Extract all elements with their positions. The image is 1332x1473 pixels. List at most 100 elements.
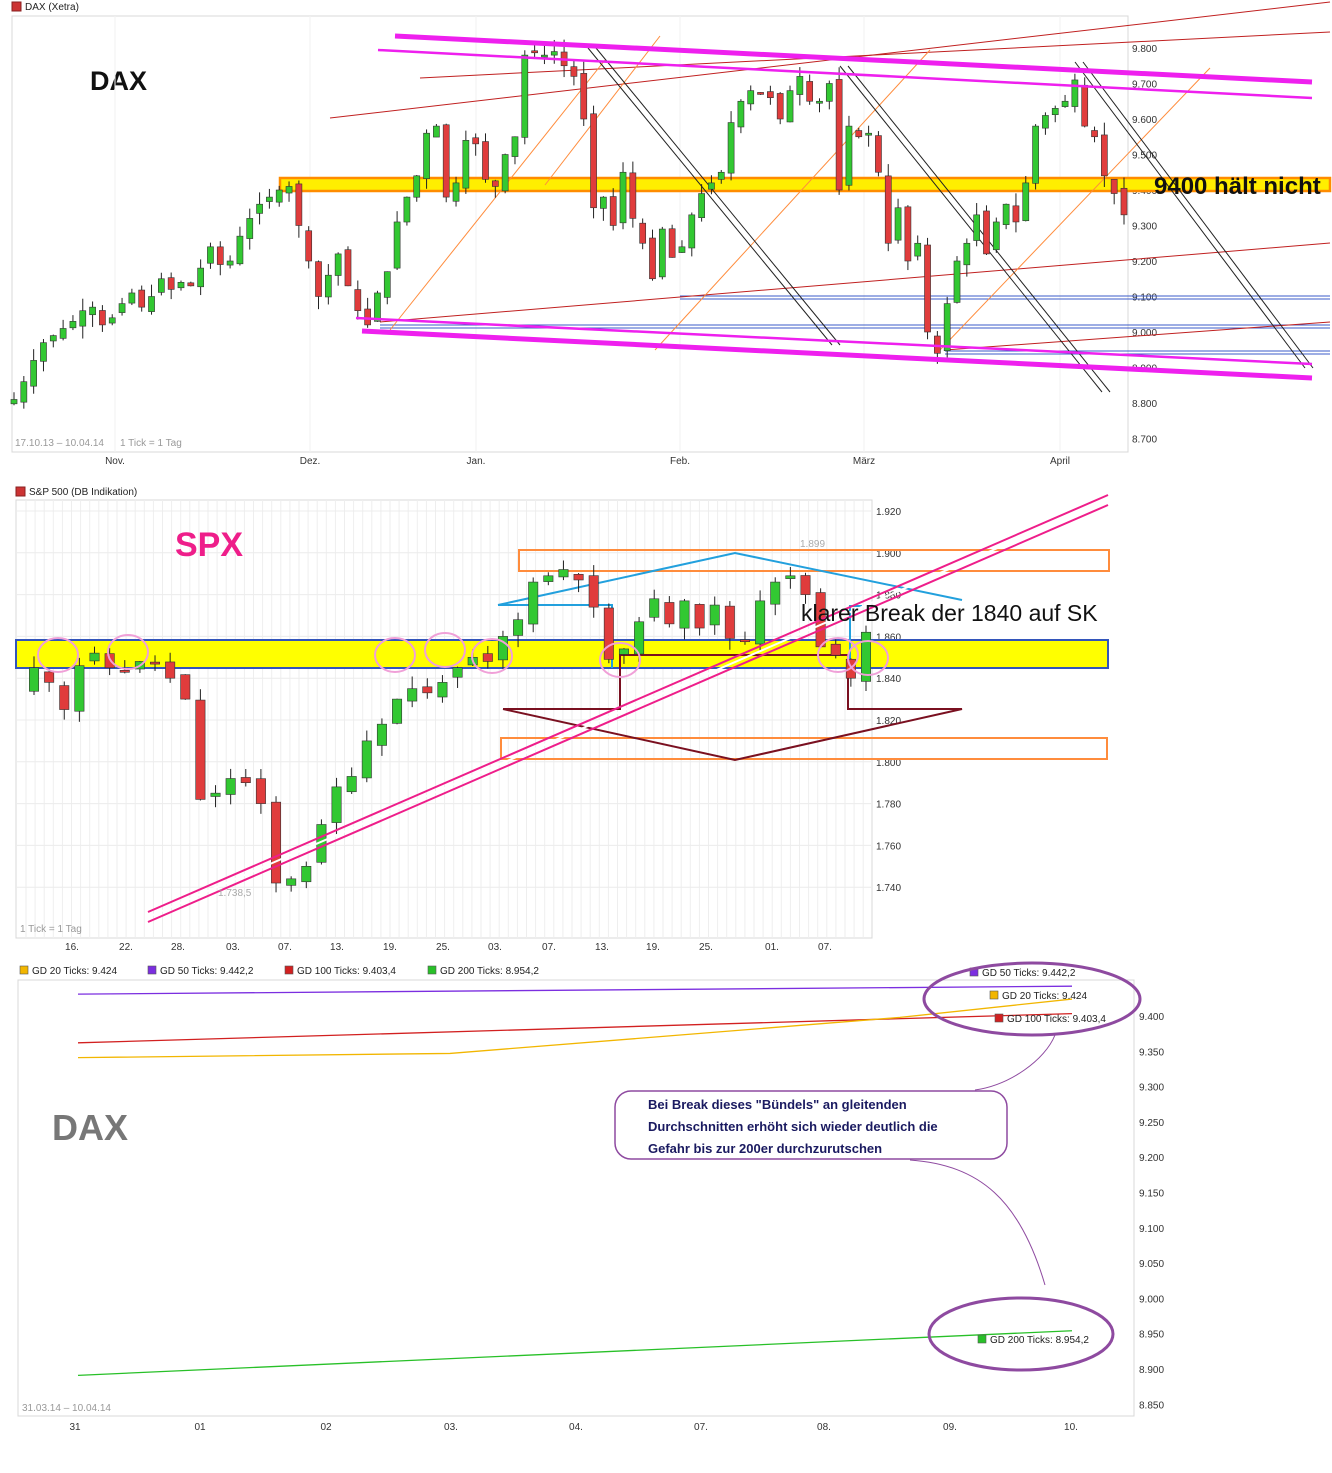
candle (240, 777, 251, 783)
candle (1032, 125, 1039, 184)
candle (324, 274, 332, 298)
candle (285, 186, 293, 194)
candle (216, 246, 224, 265)
candle (491, 180, 499, 187)
spx-high-label: 1.899 (800, 539, 825, 550)
dax-panel: DAX (Xetra) DAX 9.8009.7009.6009.5009.40… (10, 1, 1332, 467)
x-tick-label: 09. (943, 1422, 957, 1433)
legend-label: GD 50 Ticks: 9.442,2 (982, 968, 1076, 979)
candle (770, 581, 781, 605)
candle (688, 214, 696, 249)
dax-trend-line (379, 242, 1331, 323)
candle (830, 643, 841, 656)
candle (472, 137, 480, 145)
candle (649, 598, 660, 618)
candle (295, 183, 303, 226)
candle (639, 222, 647, 244)
y-tick-label: 1.840 (876, 674, 901, 685)
candle (825, 83, 833, 102)
candle (1061, 100, 1069, 107)
spx-x-axis: 16. 22. 28. 03. 07. 13. 19. 25. 03. 07. 13. 19. 25. 0… (65, 942, 832, 953)
y-tick-label: 9.800 (1132, 44, 1157, 55)
ma-plot-area (17, 979, 1135, 1417)
candle (806, 81, 814, 102)
candle (74, 665, 85, 712)
candle (796, 76, 804, 95)
legend-label: GD 20 Ticks: 9.424 (1002, 991, 1087, 1002)
dax-downtrend-line (839, 65, 1103, 393)
candle (226, 260, 234, 266)
y-tick-label: 9.050 (1139, 1259, 1164, 1270)
ma-callout-connector (909, 1159, 1046, 1286)
legend-swatch (977, 1334, 987, 1344)
candle (10, 399, 18, 405)
dax-lower-channel (355, 316, 1313, 366)
spx-target-box (500, 737, 1108, 760)
candle (629, 172, 637, 219)
x-tick-label: März (853, 456, 875, 467)
candle (875, 135, 882, 173)
candle (482, 141, 489, 180)
candle (275, 189, 283, 203)
legend-label: GD 200 Ticks: 8.954,2 (440, 966, 539, 977)
x-tick-label: 07. (278, 942, 292, 953)
spx-big-label: SPX (175, 526, 243, 564)
zone-touch-circle (37, 637, 79, 673)
candle (924, 244, 931, 333)
candle (511, 136, 519, 157)
candle (148, 296, 155, 312)
spx-header-swatch (15, 486, 26, 497)
candle (236, 235, 244, 265)
ma-gd200-ellipse (927, 1296, 1115, 1372)
candle (452, 182, 460, 202)
candle (442, 124, 450, 198)
candle (698, 193, 705, 218)
dax-range-text: 17.10.13 – 10.04.14 (15, 438, 104, 449)
candle (513, 619, 524, 636)
candle (305, 230, 313, 262)
candle (266, 196, 273, 202)
dax-downtrend-line (1074, 61, 1306, 369)
candle (334, 253, 342, 276)
y-tick-label: 9.200 (1139, 1153, 1164, 1164)
candle (501, 154, 509, 192)
candle (570, 66, 578, 77)
candle (1101, 134, 1108, 177)
candle (271, 801, 282, 884)
y-tick-label: 9.200 (1132, 257, 1157, 268)
candle (709, 604, 720, 626)
candle (331, 786, 342, 823)
y-tick-label: 8.800 (1132, 399, 1157, 410)
spx-low-label: 1.738,5 (218, 888, 252, 899)
candle (452, 667, 463, 678)
legend-swatch (19, 965, 29, 975)
x-tick-label: 04. (569, 1422, 583, 1433)
ma-legend: GD 20 Ticks: 9.424 GD 50 Ticks: 9.442,2 GD… (19, 965, 539, 977)
legend-label: GD 20 Ticks: 9.424 (32, 966, 117, 977)
candle (800, 575, 811, 595)
dax-header-swatch (11, 1, 22, 12)
candle (255, 778, 266, 804)
candle (180, 674, 191, 700)
x-tick-label: April (1050, 456, 1070, 467)
candle (992, 221, 1000, 251)
candle (541, 54, 548, 58)
legend-swatch (147, 965, 157, 975)
x-tick-label: 19. (383, 942, 397, 953)
zone-touch-circle (107, 634, 149, 670)
candle (108, 317, 116, 324)
x-tick-label: 13. (330, 942, 344, 953)
spx-zone-touches (37, 632, 889, 678)
spx-uptrend-gap (147, 499, 1109, 918)
candle (197, 267, 204, 288)
ma-line (77, 998, 1073, 1059)
candle (543, 575, 554, 582)
candle (816, 100, 823, 104)
candle (668, 228, 676, 258)
legend-label: GD 100 Ticks: 9.403,4 (297, 966, 396, 977)
candle (392, 698, 403, 724)
x-tick-label: 08. (817, 1422, 831, 1433)
y-tick-label: 9.000 (1139, 1294, 1164, 1305)
ma-callout-box (614, 1090, 1008, 1160)
ma-x-axis: 31 01 02 03. 04. 07. 08. 09. 10. (69, 1422, 1078, 1433)
